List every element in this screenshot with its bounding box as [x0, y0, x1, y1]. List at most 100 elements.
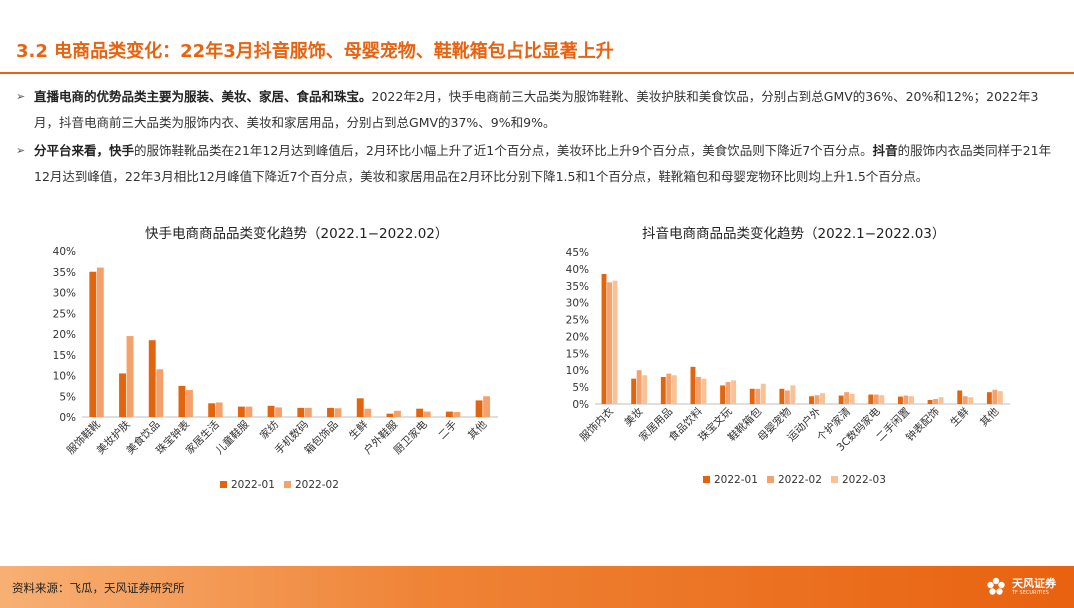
- bar-2022-03: [642, 375, 648, 404]
- legend-swatch: [220, 481, 227, 488]
- y-tick-label: 40%: [53, 246, 76, 258]
- kuaishou-category-chart: 0%5%10%15%20%25%30%35%40%服饰鞋靴美妆护肤美食饮品珠宝钟…: [53, 246, 498, 491]
- bar-2022-01: [475, 400, 483, 417]
- bullet-2-bold-2: 抖音: [872, 143, 898, 158]
- bar-2022-01: [356, 398, 364, 417]
- bar-2022-01: [119, 373, 126, 417]
- x-tick-label: 儿童鞋服: [213, 418, 252, 457]
- chart-1-title: 快手电商商品品类变化趋势（2022.1−2022.02）: [145, 226, 449, 242]
- bar-2022-03: [790, 385, 796, 404]
- bullet-2-text: 的服饰鞋靴品类在21年12月达到峰值后，2月环比小幅上升了近1个百分点，美妆环比…: [134, 143, 873, 158]
- x-tick-label: 箱包饰品: [302, 418, 341, 457]
- bar-2022-02: [334, 408, 342, 417]
- bar-2022-02: [666, 373, 672, 404]
- bar-2022-01: [327, 407, 334, 417]
- y-tick-label: 15%: [566, 348, 589, 360]
- y-tick-label: 30%: [566, 298, 589, 310]
- legend-label: 2022-02: [295, 479, 339, 491]
- bar-2022-01: [386, 413, 394, 417]
- bar-2022-02: [784, 390, 790, 404]
- y-tick-label: 45%: [566, 247, 589, 259]
- bar-2022-02: [126, 336, 134, 417]
- bar-2022-02: [275, 407, 283, 417]
- bar-2022-02: [903, 395, 909, 404]
- bar-2022-02: [453, 412, 461, 417]
- bar-2022-02: [215, 402, 223, 417]
- bar-2022-01: [631, 378, 637, 404]
- bar-2022-02: [725, 382, 731, 404]
- bar-2022-02: [186, 390, 193, 417]
- bar-2022-02: [394, 410, 401, 417]
- bar-2022-02: [962, 396, 968, 404]
- bar-2022-01: [297, 407, 305, 417]
- logo-name: 天风证券: [1012, 577, 1056, 590]
- legend-label: 2022-03: [842, 474, 886, 486]
- y-tick-label: 10%: [566, 365, 589, 377]
- bar-2022-01: [601, 273, 607, 404]
- bar-2022-02: [873, 394, 879, 404]
- bar-2022-01: [148, 340, 156, 417]
- x-tick-label: 其他: [465, 418, 489, 442]
- bar-2022-02: [814, 395, 820, 404]
- bar-2022-01: [178, 385, 186, 417]
- title-divider: [0, 72, 1074, 74]
- flower-logo-icon: [987, 577, 1005, 595]
- source-note: 资料来源：飞瓜，天风证券研究所: [12, 581, 185, 595]
- bar-2022-01: [720, 385, 726, 404]
- bar-2022-02: [156, 369, 164, 417]
- y-tick-label: 35%: [566, 281, 589, 293]
- bullet-list: ➢ 直播电商的优势品类主要为服装、美妆、家居、食品和珠宝。2022年2月，快手电…: [16, 84, 1056, 192]
- bar-2022-01: [927, 399, 933, 404]
- y-tick-label: 5%: [572, 382, 589, 394]
- bar-2022-02: [636, 370, 642, 404]
- bar-2022-01: [690, 366, 696, 404]
- bar-2022-02: [96, 267, 104, 417]
- y-tick-label: 35%: [53, 267, 76, 279]
- bar-2022-03: [938, 397, 944, 404]
- brand-logo: 天风证券 TF SECURITIES: [984, 574, 1056, 600]
- x-tick-label: 生鲜: [948, 405, 972, 429]
- bar-2022-03: [612, 280, 618, 404]
- y-tick-label: 5%: [59, 391, 76, 403]
- bar-2022-02: [933, 398, 939, 404]
- legend-swatch: [767, 476, 774, 483]
- bar-2022-01: [445, 411, 453, 417]
- bar-2022-03: [849, 393, 855, 404]
- bar-2022-02: [483, 396, 491, 417]
- douyin-category-chart: 0%5%10%15%20%25%30%35%40%45%服饰内衣 美妆家居用品食品…: [566, 247, 1010, 486]
- logo-subtitle: TF SECURITIES: [1012, 590, 1049, 596]
- legend-swatch: [831, 476, 838, 483]
- bar-2022-01: [838, 395, 844, 404]
- bar-2022-03: [909, 396, 914, 404]
- bar-2022-02: [423, 411, 431, 417]
- page-title: 3.2 电商品类变化：22年3月抖音服饰、母婴宠物、鞋靴箱包占比显著上升: [16, 41, 614, 62]
- y-tick-label: 0%: [572, 399, 589, 411]
- bullet-item-1: ➢ 直播电商的优势品类主要为服装、美妆、家居、食品和珠宝。2022年2月，快手电…: [16, 84, 1056, 136]
- footer-bar: 资料来源：飞瓜，天风证券研究所 天风证券 TF SECURITIES: [0, 566, 1074, 608]
- bar-2022-01: [749, 388, 755, 404]
- bullet-item-2: ➢ 分平台来看，快手的服饰鞋靴品类在21年12月达到峰值后，2月环比小幅上升了近…: [16, 138, 1056, 190]
- bar-2022-01: [660, 376, 666, 404]
- bar-2022-02: [304, 407, 312, 417]
- bullet-1-text: 2022年2月，快手电商前三大品类为服饰鞋靴、美妆护肤和美食饮品，分别占到总GM…: [34, 89, 1039, 130]
- y-tick-label: 25%: [566, 315, 589, 327]
- bar-2022-03: [671, 375, 677, 404]
- legend-label: 2022-02: [778, 474, 822, 486]
- bar-2022-02: [755, 388, 761, 404]
- bar-2022-01: [779, 388, 785, 404]
- x-tick-label: 厨卫家电: [391, 418, 430, 457]
- y-tick-label: 25%: [53, 308, 76, 320]
- legend-label: 2022-01: [231, 479, 275, 491]
- bullet-arrow-icon: ➢: [16, 144, 26, 157]
- bar-2022-01: [237, 406, 245, 417]
- bar-2022-02: [992, 389, 998, 404]
- bar-2022-01: [957, 390, 963, 404]
- bar-2022-03: [997, 391, 1003, 404]
- bar-2022-01: [267, 405, 275, 417]
- bar-2022-03: [820, 393, 825, 404]
- bullet-1-bold: 直播电商的优势品类主要为服装、美妆、家居、食品和珠宝。: [34, 89, 372, 104]
- legend-swatch: [703, 476, 710, 483]
- y-tick-label: 20%: [566, 331, 589, 343]
- y-tick-label: 30%: [53, 288, 76, 300]
- bar-2022-02: [364, 408, 372, 417]
